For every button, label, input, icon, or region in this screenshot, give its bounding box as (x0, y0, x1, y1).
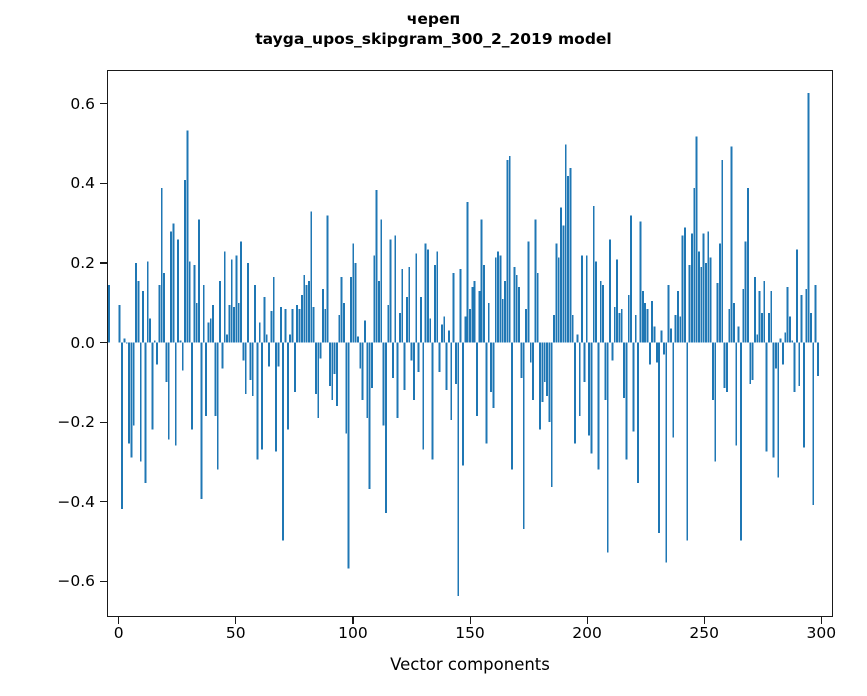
y-tick-label: 0.4 (70, 174, 95, 193)
x-tick-label: 250 (689, 624, 719, 642)
x-tick-mark (820, 617, 822, 624)
x-tick-label: 150 (455, 624, 485, 642)
y-tick-mark (100, 262, 107, 264)
y-tick-mark (100, 580, 107, 582)
y-tick-label: −0.4 (57, 492, 95, 511)
x-tick-label: 0 (113, 624, 124, 642)
y-tick-label: 0.0 (70, 333, 95, 352)
x-tick-mark (469, 617, 471, 624)
chart-title: череп tayga_upos_skipgram_300_2_2019 mod… (0, 9, 867, 50)
x-tick-mark (703, 617, 705, 624)
y-tick-mark (100, 421, 107, 423)
y-tick-mark (100, 501, 107, 503)
bar-series-svg (108, 92, 819, 597)
x-tick-label: 300 (806, 624, 837, 642)
y-tick-mark (100, 182, 107, 185)
y-tick-label: −0.2 (57, 413, 95, 432)
x-tick-mark (118, 617, 120, 624)
x-tick-mark (235, 617, 237, 624)
y-tick-mark (100, 342, 107, 344)
x-tick-label: 50 (225, 624, 246, 642)
plot-area (107, 70, 833, 617)
x-axis-label: Vector components (390, 655, 550, 674)
x-tick-label: 200 (572, 624, 602, 642)
y-tick-label: 0.6 (70, 94, 95, 113)
y-tick-mark (100, 103, 107, 105)
x-tick-label: 100 (338, 624, 368, 642)
y-tick-label: 0.2 (70, 253, 95, 272)
x-tick-mark (352, 617, 354, 624)
chart-title-line-2: tayga_upos_skipgram_300_2_2019 model (255, 30, 612, 49)
y-tick-label: −0.6 (57, 572, 95, 591)
chart-title-line-1: череп (406, 10, 461, 28)
x-tick-mark (586, 617, 588, 624)
